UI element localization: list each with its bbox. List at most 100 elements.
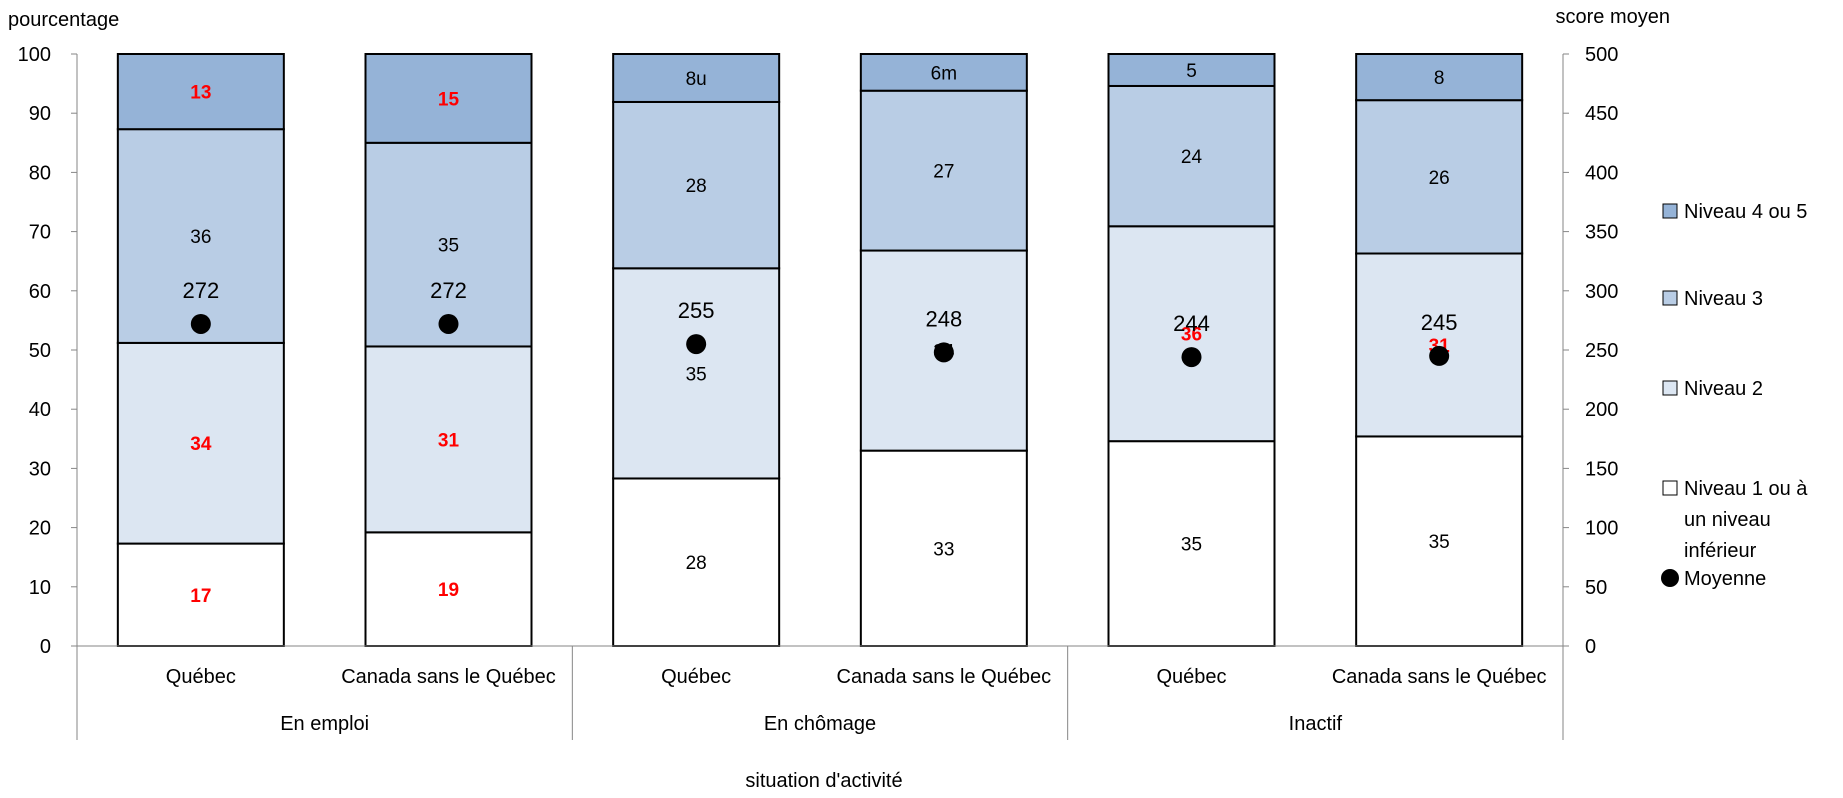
bar-segment	[364, 141, 533, 348]
bar-segment	[612, 267, 781, 480]
bar-segment	[1355, 99, 1524, 255]
bar-segment	[859, 53, 1028, 92]
left-tick-label: 10	[29, 577, 51, 599]
bar-segment	[859, 449, 1028, 648]
mean-point	[190, 313, 211, 334]
bar-value-label: 33	[933, 539, 954, 560]
bar-value-label: 19	[438, 580, 459, 601]
left-tick-label: 100	[18, 44, 51, 66]
left-tick-label: 90	[29, 103, 51, 125]
left-tick-label: 0	[40, 636, 51, 658]
bar-segment	[364, 345, 533, 534]
bar-segment	[1107, 53, 1276, 87]
right-tick-label: 350	[1585, 222, 1618, 244]
bar-value-label: 31	[438, 430, 460, 451]
right-tick-label: 200	[1585, 399, 1618, 421]
bar-value-label: 24	[1181, 147, 1203, 168]
legend-label: Niveau 1 ou à un niveau inférieur	[1684, 478, 1808, 562]
bar-segment	[612, 53, 781, 103]
mean-value-label: 245	[1421, 310, 1458, 335]
bar-segment	[1355, 252, 1524, 438]
legend-swatch	[1662, 290, 1678, 306]
bar-segment	[364, 53, 533, 144]
bar-segment	[1355, 435, 1524, 647]
bar-value-label: 26	[1429, 168, 1450, 189]
legend-label-line: inférieur	[1684, 540, 1757, 562]
bar-value-label: 28	[686, 553, 707, 574]
mean-point	[1181, 347, 1202, 368]
legend-label-line: un niveau	[1684, 509, 1771, 531]
mean-point	[686, 334, 707, 355]
right-axis-title: score moyen	[1556, 6, 1671, 28]
legend-label-line: Niveau 1 ou à	[1684, 478, 1808, 500]
bar-segment	[116, 542, 285, 647]
bar-value-label: 5	[1186, 61, 1197, 82]
right-tick-label: 50	[1585, 577, 1607, 599]
left-tick-label: 50	[29, 340, 51, 362]
mean-point	[438, 313, 459, 334]
group-label: En chômage	[764, 713, 876, 735]
mean-value-label: 272	[430, 278, 467, 303]
bar-value-label: 34	[190, 434, 212, 455]
bar-segment	[116, 341, 285, 545]
right-tick-label: 500	[1585, 44, 1618, 66]
bar-value-label: 35	[1429, 532, 1450, 553]
bar-value-label: 17	[190, 586, 211, 607]
legend-label: Niveau 2	[1684, 378, 1763, 400]
legend-label: Niveau 3	[1684, 288, 1763, 310]
mean-value-label: 255	[678, 298, 715, 323]
legend-label: Niveau 4 ou 5	[1684, 201, 1807, 223]
bar-value-label: 35	[438, 236, 459, 257]
legend-mean-marker	[1661, 569, 1679, 587]
right-tick-label: 0	[1585, 636, 1596, 658]
bar-value-label: 27	[933, 162, 954, 183]
bar-value-label: 35	[686, 364, 707, 385]
bar-value-label: 15	[438, 89, 460, 110]
right-tick-label: 100	[1585, 518, 1618, 540]
right-tick-label: 150	[1585, 458, 1618, 480]
category-label: Canada sans le Québec	[1332, 666, 1547, 688]
mean-value-label: 244	[1173, 311, 1210, 336]
bar-value-label: 35	[1181, 535, 1202, 556]
group-label: En emploi	[280, 713, 369, 735]
legend-swatch	[1662, 380, 1678, 396]
mean-point	[1429, 345, 1450, 366]
left-tick-label: 70	[29, 222, 51, 244]
bar-segment	[364, 531, 533, 647]
legend-label: Moyenne	[1684, 568, 1766, 590]
bar-value-label: 8	[1434, 68, 1445, 89]
bar-segment	[116, 53, 285, 131]
category-label: Québec	[661, 666, 731, 688]
mean-value-label: 248	[925, 306, 962, 331]
category-label: Canada sans le Québec	[837, 666, 1052, 688]
right-tick-label: 450	[1585, 103, 1618, 125]
right-tick-label: 300	[1585, 281, 1618, 303]
bar-segment	[859, 89, 1028, 252]
bar-value-label: 36	[1181, 325, 1202, 346]
bar-value-label: 6m	[931, 63, 957, 84]
bar-value-label: 28	[686, 176, 707, 197]
right-tick-label: 400	[1585, 162, 1618, 184]
category-label: Québec	[1156, 666, 1226, 688]
left-tick-label: 80	[29, 162, 51, 184]
bar-segment	[612, 477, 781, 647]
bar-value-label: 8u	[686, 69, 707, 90]
left-tick-label: 20	[29, 518, 51, 540]
x-axis-title: situation d'activité	[745, 770, 902, 792]
legend-swatch	[1662, 480, 1678, 496]
left-axis-title: pourcentage	[8, 9, 119, 31]
right-tick-label: 250	[1585, 340, 1618, 362]
legend-swatch	[1662, 203, 1678, 219]
bar-value-label: 36	[190, 227, 211, 248]
bar-value-label: 13	[190, 83, 211, 104]
bar-segment	[1107, 84, 1276, 228]
bar-segment	[1107, 440, 1276, 647]
category-label: Canada sans le Québec	[341, 666, 556, 688]
mean-value-label: 272	[182, 278, 219, 303]
left-tick-label: 40	[29, 399, 51, 421]
category-label: Québec	[166, 666, 236, 688]
left-tick-label: 60	[29, 281, 51, 303]
left-tick-label: 30	[29, 458, 51, 480]
